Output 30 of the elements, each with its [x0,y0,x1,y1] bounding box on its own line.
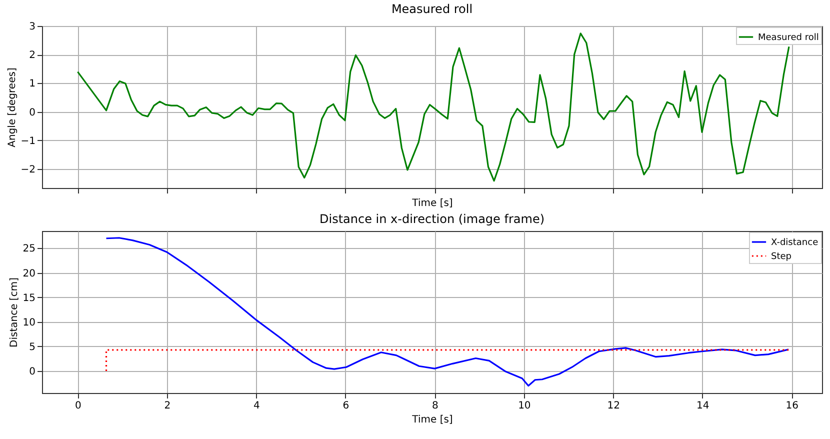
y-tick-label: 15 [22,292,36,304]
y-tick-label: −1 [20,136,36,147]
y-axis-title: Distance [cm] [8,277,20,348]
x-tick-label: 10 [518,400,531,412]
y-tick-label: 10 [22,317,36,328]
x-tick-label: 12 [607,400,620,412]
legend-label: Step [771,252,792,262]
chart-title: Measured roll [391,2,473,16]
x-axis-title: Time [s] [411,198,453,209]
y-tick-label: 25 [22,244,36,255]
y-tick-label: 0 [29,366,36,378]
x-axis-title: Time [s] [411,414,453,426]
x-tick-label: 8 [432,400,438,412]
x-tick-label: 14 [696,400,710,412]
chart-title: Distance in x-direction (image frame) [319,212,545,226]
x-tick-label: 6 [342,400,350,412]
x-tick-label: 16 [786,400,799,412]
y-tick-label: 1 [29,78,36,90]
x-tick-label: 2 [164,400,171,412]
y-tick-label: 2 [29,50,36,62]
legend-label: X-distance [771,238,819,248]
y-tick-label: 5 [29,342,36,353]
legend-label: Measured roll [758,33,819,43]
y-tick-label: 3 [29,22,36,32]
y-tick-label: 0 [29,107,36,118]
x-tick-label: 4 [254,400,260,412]
y-tick-label: 20 [22,268,36,280]
y-tick-label: −2 [20,164,36,176]
y-axis-title: Angle [degrees] [6,68,18,148]
x-tick-label: 0 [75,400,82,412]
